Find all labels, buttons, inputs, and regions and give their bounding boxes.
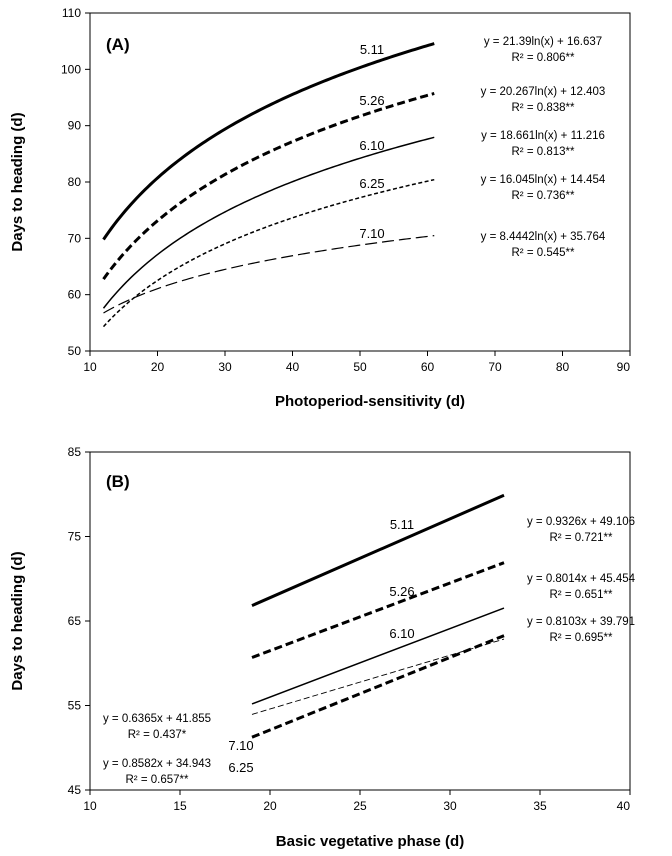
series-label: 5.26 [389, 584, 414, 599]
r-squared-label: R² = 0.736** [512, 190, 575, 202]
trend-equation: y = 20.267ln(x) + 12.403 [481, 86, 606, 98]
y-axis-title: Days to heading (d) [9, 551, 26, 690]
trend-equation: y = 8.4442ln(x) + 35.764 [481, 231, 606, 243]
trend-equation: y = 0.9326x + 49.106 [527, 516, 635, 528]
y-tick-label: 80 [68, 175, 82, 189]
r-squared-label: R² = 0.545** [512, 247, 575, 259]
x-tick-label: 25 [353, 799, 367, 813]
series-label: 5.11 [360, 42, 384, 57]
series-line-6.10 [251, 607, 505, 705]
r-squared-label: R² = 0.721** [550, 532, 613, 544]
x-axis-title: Basic vegetative phase (d) [276, 833, 464, 850]
x-tick-label: 40 [286, 360, 300, 374]
series-line-7.10 [251, 638, 505, 715]
series-label: 7.10 [359, 226, 384, 241]
series-line-6.25 [102, 178, 435, 328]
series-label: 5.26 [359, 93, 384, 108]
x-tick-label: 30 [443, 799, 457, 813]
series-label: 6.25 [228, 760, 253, 775]
series-line-5.11 [251, 493, 505, 607]
trend-equation: y = 18.661ln(x) + 11.216 [481, 130, 605, 142]
series-label: 6.25 [359, 176, 384, 191]
y-axis-title: Days to heading (d) [9, 112, 26, 251]
series-line-5.11 [102, 42, 435, 241]
trend-equation: y = 0.6365x + 41.855 [103, 713, 211, 725]
y-tick-label: 110 [62, 6, 81, 20]
trend-equation: y = 21.39ln(x) + 16.637 [484, 36, 602, 48]
r-squared-label: R² = 0.838** [512, 102, 575, 114]
x-tick-label: 10 [83, 360, 97, 374]
r-squared-label: R² = 0.657** [126, 774, 189, 786]
y-tick-label: 70 [68, 231, 82, 245]
y-tick-label: 75 [68, 530, 82, 544]
panel-label: (A) [106, 35, 130, 54]
x-tick-label: 50 [353, 360, 367, 374]
trend-equation: y = 0.8014x + 45.454 [527, 573, 636, 585]
r-squared-label: R² = 0.806** [512, 52, 575, 64]
x-tick-label: 35 [533, 799, 547, 813]
x-tick-label: 10 [83, 799, 97, 813]
series-line-7.10 [103, 235, 435, 314]
x-tick-label: 20 [263, 799, 277, 813]
y-tick-label: 50 [68, 344, 82, 358]
series-label: 6.10 [359, 138, 384, 153]
r-squared-label: R² = 0.651** [550, 589, 613, 601]
panel-label: (B) [106, 472, 130, 491]
series-label: 7.10 [228, 738, 253, 753]
trend-equation: y = 0.8582x + 34.943 [103, 758, 211, 770]
x-tick-label: 20 [151, 360, 165, 374]
x-tick-label: 80 [556, 360, 570, 374]
series-line-5.26 [251, 561, 505, 659]
series-line-6.10 [102, 136, 435, 309]
x-axis-title: Photoperiod-sensitivity (d) [275, 393, 465, 410]
trend-equation: y = 16.045ln(x) + 14.454 [481, 174, 606, 186]
y-tick-label: 55 [68, 699, 82, 713]
x-tick-label: 60 [421, 360, 435, 374]
r-squared-label: R² = 0.437* [128, 729, 187, 741]
x-tick-label: 90 [617, 360, 631, 374]
series-label: 6.10 [389, 626, 414, 641]
y-tick-label: 65 [68, 614, 82, 628]
panel-1: 10 15 20 25 30 35 40 45 55 65 75 85 Basic vegetative… [9, 445, 636, 850]
x-tick-label: 30 [218, 360, 232, 374]
series-line-5.26 [102, 92, 435, 280]
trend-equation: y = 0.8103x + 39.791 [527, 616, 635, 628]
y-tick-label: 100 [61, 62, 81, 76]
y-tick-label: 45 [68, 783, 82, 797]
series-label: 5.11 [390, 517, 414, 532]
r-squared-label: R² = 0.695** [550, 632, 613, 644]
y-tick-label: 85 [68, 445, 82, 459]
r-squared-label: R² = 0.813** [512, 146, 575, 158]
series-line-6.25 [251, 634, 505, 739]
x-tick-label: 70 [488, 360, 502, 374]
y-tick-label: 60 [68, 288, 82, 302]
y-tick-label: 90 [68, 119, 82, 133]
panel-0: 10 20 30 40 50 60 70 80 90 50 60 70 80 90 100 110 Photop… [9, 6, 631, 410]
x-tick-label: 40 [617, 799, 631, 813]
x-tick-label: 15 [173, 799, 187, 813]
